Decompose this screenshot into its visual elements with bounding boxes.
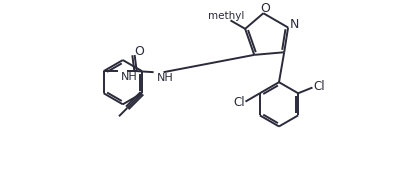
Text: Cl: Cl xyxy=(233,96,245,109)
Text: Cl: Cl xyxy=(313,80,325,93)
Text: N: N xyxy=(290,19,299,31)
Text: methyl: methyl xyxy=(208,11,244,21)
Text: O: O xyxy=(260,1,270,15)
Text: O: O xyxy=(134,45,144,58)
Text: NH: NH xyxy=(157,73,173,83)
Text: NH: NH xyxy=(121,72,138,82)
